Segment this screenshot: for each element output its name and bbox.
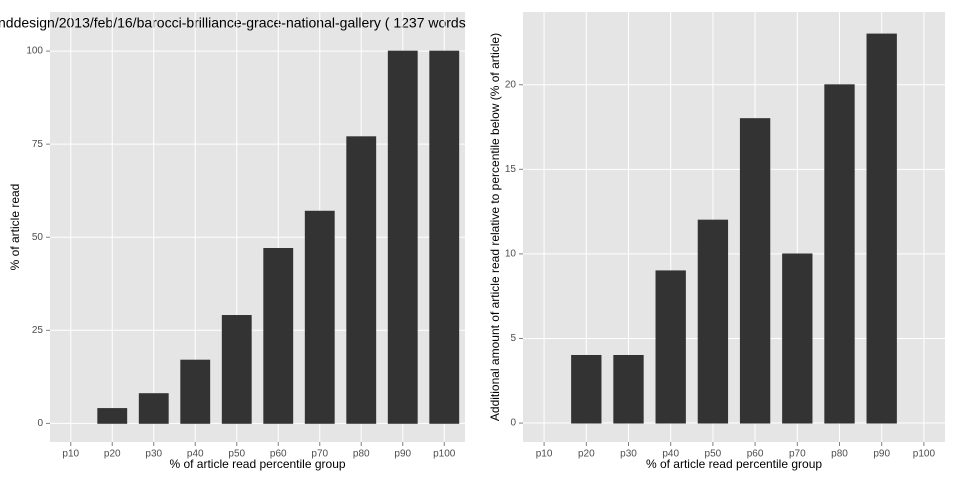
x-tick-label: p10 [536,449,553,460]
y-tick-label: 100 [26,46,43,57]
bar [263,248,294,424]
y-axis-title: % of article read [8,184,22,271]
bar [304,210,335,424]
x-tick-label: p80 [831,449,848,460]
bar [782,253,813,424]
y-tick-label: 0 [37,418,43,429]
y-tick-label: 75 [32,139,44,150]
y-axis-title: Additional amount of article read relati… [488,33,502,421]
x-axis-title: % of article read percentile group [169,457,345,471]
y-tick-label: 50 [32,232,44,243]
bar [655,270,686,424]
x-tick-label: p40 [187,449,204,460]
x-tick-label: p50 [228,449,245,460]
x-tick-label: p60 [270,449,287,460]
x-tick-label: p100 [433,449,456,460]
bar [346,136,377,424]
x-tick-label: p100 [913,449,936,460]
bar [387,50,418,424]
y-tick-label: 20 [505,79,517,90]
y-tick-label: 15 [505,164,517,175]
x-tick-label: p70 [311,449,328,460]
x-axis-title: % of article read percentile group [646,457,822,471]
bar [97,408,128,424]
x-tick-label: p50 [705,449,722,460]
x-tick-label: p80 [353,449,370,460]
y-tick-label: 0 [510,418,516,429]
x-tick-label: p40 [662,449,679,460]
y-tick-label: 5 [510,333,516,344]
y-tick-label: 25 [32,325,44,336]
bar [613,354,644,424]
y-tick-label: 10 [505,249,517,260]
x-tick-label: p90 [394,449,411,460]
bar [824,84,855,424]
x-tick-label: p60 [747,449,764,460]
bar [697,219,729,424]
x-tick-label: p30 [145,449,162,460]
bar [739,118,771,424]
bar [429,50,460,424]
x-tick-label: p10 [62,449,79,460]
x-tick-label: p70 [789,449,806,460]
bar [866,33,897,424]
x-tick-label: p30 [620,449,637,460]
bar [138,393,169,424]
x-tick-label: p90 [873,449,890,460]
x-tick-label: p20 [104,449,121,460]
bar [180,359,211,424]
x-tick-label: p20 [578,449,595,460]
chart-title: nddesign/2013/feb/16/barocci-brilliance-… [0,15,466,31]
bar [221,315,252,424]
bar [571,354,602,424]
